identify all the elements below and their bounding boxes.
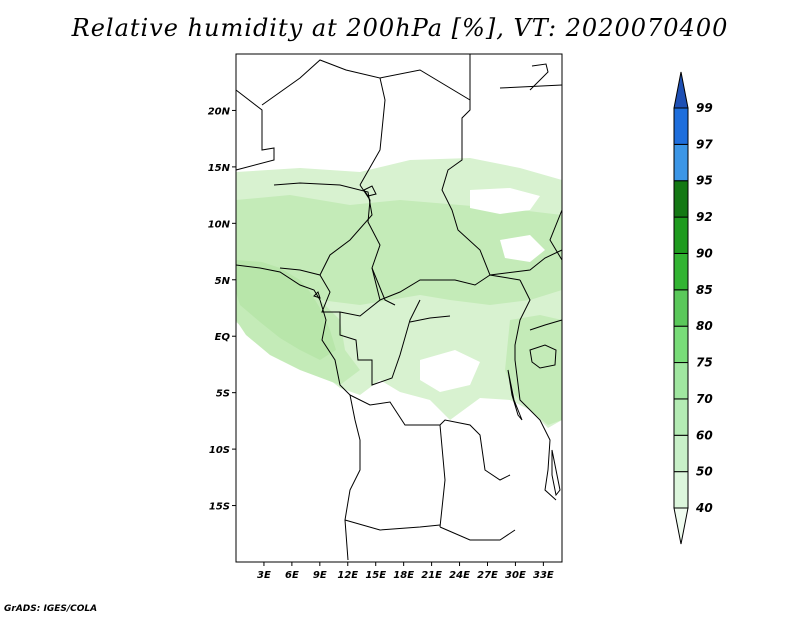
colorbar-label: 85 — [696, 283, 713, 297]
colorbar-box — [673, 325, 689, 364]
lon-tick-label: 12E — [337, 570, 358, 581]
humidity-gap-north — [470, 188, 540, 214]
colorbar-box — [673, 434, 689, 473]
lake-tanganyika — [507, 369, 523, 421]
colorbar-box — [673, 398, 689, 436]
longitude-axis: 3E 6E 9E 12E 15E 18E 21E 24E 27E 30E 33E — [257, 562, 554, 581]
lake-malawi — [551, 449, 561, 497]
colorbar-label: 80 — [696, 319, 713, 333]
colorbar: 40 50 60 70 75 80 85 90 92 95 97 99 — [673, 71, 713, 545]
map-frame — [235, 53, 563, 563]
island-bioko — [313, 291, 321, 299]
river-congo — [409, 315, 451, 323]
lat-tick-label: 5S — [216, 389, 230, 400]
humidity-field-west-blob — [236, 260, 336, 360]
lat-tick-label: 10N — [208, 219, 231, 230]
latitude-axis: 20N 15N 10N 5N EQ 5S 10S 15S — [208, 106, 236, 513]
border-zambia-south — [439, 526, 516, 541]
lat-tick-label: 20N — [208, 106, 231, 117]
lake-victoria — [529, 344, 557, 369]
border-congo — [339, 299, 421, 386]
lon-tick-label: 3E — [257, 570, 271, 581]
lat-tick-label: 15S — [209, 502, 230, 513]
lon-tick-label: 9E — [313, 570, 327, 581]
border-chad-car — [359, 184, 396, 306]
lon-tick-label: 18E — [393, 570, 414, 581]
humidity-gap-center — [420, 350, 480, 392]
colorbar-label: 92 — [696, 210, 713, 224]
lat-tick-label: EQ — [215, 332, 231, 343]
colorbar-box — [673, 471, 689, 509]
lon-tick-label: 33E — [533, 570, 554, 581]
lon-tick-label: 6E — [285, 570, 299, 581]
border-sudan-south — [489, 249, 563, 276]
lat-tick-label: 10S — [209, 445, 230, 456]
colorbar-label: 99 — [696, 101, 713, 115]
lat-tick-label: 5N — [215, 276, 231, 287]
border-niger-algeria — [261, 59, 386, 186]
border-algeria-mali — [235, 89, 275, 171]
lon-tick-label: 15E — [365, 570, 386, 581]
colorbar-box — [673, 362, 689, 400]
lon-tick-label: 27E — [477, 570, 498, 581]
border-angola-zambia — [439, 424, 446, 528]
humidity-field-east — [505, 315, 562, 425]
border-drc-angola — [349, 394, 511, 481]
colorbar-box — [673, 252, 689, 291]
border-coast-east — [549, 209, 563, 261]
lon-tick-label: 30E — [505, 570, 526, 581]
colorbar-box — [673, 216, 689, 254]
humidity-shading — [236, 158, 562, 428]
lon-tick-label: 24E — [449, 570, 470, 581]
border-sahel-east — [499, 84, 563, 89]
grads-credit: GrADS: IGES/COLA — [4, 604, 98, 614]
lake-chad — [363, 185, 377, 197]
colorbar-label: 40 — [695, 501, 713, 515]
border-angola-namibia — [344, 519, 441, 531]
colorbar-triangle-low — [673, 507, 689, 545]
colorbar-triangle-high — [673, 71, 689, 109]
border-uganda-kenya — [529, 319, 563, 331]
coast-west-africa — [235, 264, 361, 561]
border-east-africa — [514, 279, 557, 501]
colorbar-label: 90 — [696, 246, 713, 260]
colorbar-label: 60 — [696, 428, 713, 442]
colorbar-box — [673, 289, 689, 327]
colorbar-label: 97 — [696, 137, 713, 151]
border-car-drc — [379, 274, 491, 301]
border-egypt — [441, 54, 521, 281]
coast-red-sea — [529, 63, 549, 91]
map-title: Relative humidity at 200hPa [%], VT: 202… — [71, 14, 729, 42]
lat-tick-label: 15N — [208, 163, 231, 174]
colorbar-label: 50 — [696, 465, 713, 479]
colorbar-box — [673, 143, 689, 182]
country-borders — [235, 54, 563, 561]
colorbar-label: 75 — [696, 356, 713, 370]
humidity-gap-east — [500, 235, 545, 262]
border-libya-chad — [379, 69, 471, 110]
border-nigeria — [273, 182, 373, 276]
humidity-field-band — [236, 195, 562, 305]
colorbar-box — [673, 107, 689, 145]
colorbar-label: 70 — [696, 392, 713, 406]
colorbar-box — [673, 180, 689, 218]
colorbar-label: 95 — [696, 174, 713, 188]
lon-tick-label: 21E — [421, 570, 442, 581]
